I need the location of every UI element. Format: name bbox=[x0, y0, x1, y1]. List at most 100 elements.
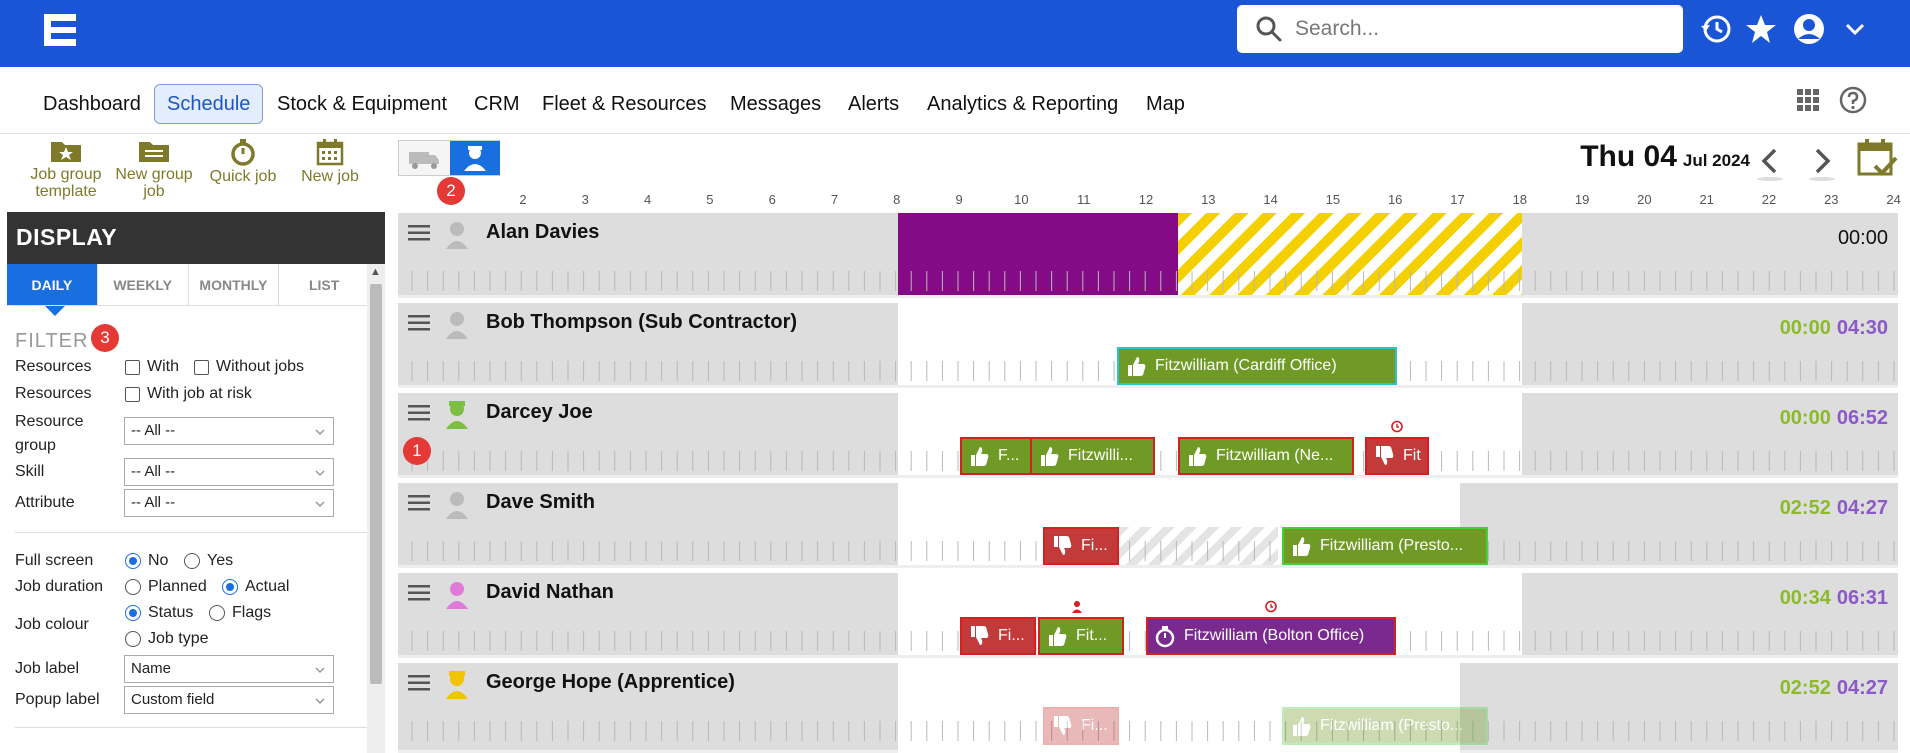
menu-icon[interactable] bbox=[408, 673, 430, 693]
sidebar-scrollbar[interactable]: ▲ bbox=[367, 264, 385, 753]
with-job-at-risk-checkbox-box[interactable] bbox=[125, 386, 140, 402]
nav-fleet-resources[interactable]: Fleet & Resources bbox=[542, 93, 707, 115]
app-logo[interactable] bbox=[42, 12, 78, 48]
planned-radio-circle[interactable] bbox=[125, 579, 141, 595]
star-icon[interactable] bbox=[1744, 12, 1778, 46]
job-colour-job-type-radio[interactable]: Job type bbox=[125, 630, 208, 648]
apps-grid-icon[interactable] bbox=[1793, 85, 1823, 115]
chevron-down-icon[interactable] bbox=[1838, 12, 1872, 46]
tab-list[interactable]: LIST bbox=[279, 264, 370, 305]
menu-icon[interactable] bbox=[408, 403, 430, 423]
hour-label: 13 bbox=[1201, 192, 1216, 207]
hour-label: 14 bbox=[1263, 192, 1278, 207]
job-duration-planned-radio[interactable]: Planned bbox=[125, 578, 207, 596]
hour-label: 3 bbox=[581, 192, 589, 207]
tab-daily[interactable]: DAILY bbox=[7, 264, 98, 305]
resource-name: Darcey Joe bbox=[486, 401, 593, 423]
calendar-check-icon[interactable] bbox=[1855, 136, 1899, 182]
resource-totals: 02:52 04:27 bbox=[1780, 497, 1888, 520]
with-checkbox[interactable]: With bbox=[125, 358, 179, 376]
nav-crm[interactable]: CRM bbox=[474, 93, 520, 115]
job-block[interactable]: Fitzwilliam (Bolton Office) bbox=[1146, 617, 1396, 655]
with-job-at-risk-checkbox[interactable]: With job at risk bbox=[125, 385, 252, 403]
nav-analytics-reporting[interactable]: Analytics & Reporting bbox=[927, 93, 1119, 115]
job-block[interactable]: F... bbox=[960, 437, 1032, 475]
with-job-at-risk-label: With job at risk bbox=[147, 385, 252, 402]
job-block[interactable]: Fit bbox=[1365, 437, 1429, 475]
without-jobs-checkbox-box[interactable] bbox=[194, 359, 209, 375]
holiday-block[interactable] bbox=[1178, 213, 1522, 295]
nav-dashboard[interactable]: Dashboard bbox=[43, 93, 141, 115]
nav-map[interactable]: Map bbox=[1146, 93, 1185, 115]
scroll-up-icon[interactable]: ▲ bbox=[370, 266, 381, 278]
flags-radio-circle[interactable] bbox=[209, 605, 225, 621]
menu-icon[interactable] bbox=[408, 223, 430, 243]
full-screen-no-radio[interactable]: No bbox=[125, 552, 168, 570]
with-checkbox-box[interactable] bbox=[125, 359, 140, 375]
search-box[interactable] bbox=[1237, 5, 1683, 53]
full-screen-no-radio-circle[interactable] bbox=[125, 553, 141, 569]
quick-job-button[interactable]: Quick job bbox=[205, 138, 281, 185]
resource-group-value: -- All -- bbox=[131, 422, 176, 439]
job-block[interactable]: Fitzwilliam (Presto... bbox=[1282, 707, 1488, 745]
resource-name: Alan Davies bbox=[486, 221, 600, 243]
without-jobs-checkbox[interactable]: Without jobs bbox=[194, 358, 304, 376]
job-colour-status-radio[interactable]: Status bbox=[125, 604, 193, 622]
hour-label: 4 bbox=[643, 192, 652, 207]
status-radio-circle[interactable] bbox=[125, 605, 141, 621]
nav-stock-equipment[interactable]: Stock & Equipment bbox=[277, 93, 448, 115]
skill-select[interactable]: -- All -- bbox=[124, 458, 334, 486]
job-duration-actual-radio[interactable]: Actual bbox=[222, 578, 289, 596]
vehicle-view-icon[interactable] bbox=[399, 141, 449, 175]
job-block[interactable]: Fitzwilli... bbox=[1030, 437, 1155, 475]
resource-row: Dave Smith Fi... Fitzwilliam (Presto... … bbox=[398, 483, 1898, 568]
new-group-job-button[interactable]: New group job bbox=[111, 138, 197, 200]
job-block[interactable]: Fitzwilliam (Presto... bbox=[1282, 527, 1488, 565]
job-group-template-button[interactable]: Job group template bbox=[26, 138, 106, 200]
menu-icon[interactable] bbox=[408, 493, 430, 513]
person-view-icon[interactable] bbox=[450, 141, 500, 175]
job-block[interactable]: Fitzwilliam (Ne... bbox=[1178, 437, 1354, 475]
nav-messages[interactable]: Messages bbox=[730, 93, 822, 115]
new-job-button[interactable]: New job bbox=[292, 138, 368, 185]
tab-weekly[interactable]: WEEKLY bbox=[98, 264, 189, 305]
thumbs-up-icon bbox=[1293, 537, 1311, 556]
job-type-radio-circle[interactable] bbox=[125, 631, 141, 647]
total-time-a: 02:52 bbox=[1779, 497, 1831, 519]
job-block[interactable]: Fit... bbox=[1038, 617, 1124, 655]
person-yellow-icon bbox=[446, 671, 468, 699]
menu-icon[interactable] bbox=[408, 313, 430, 333]
job-block[interactable]: Fi... bbox=[1043, 707, 1119, 745]
nav-schedule[interactable]: Schedule bbox=[154, 84, 264, 124]
full-screen-yes-radio[interactable]: Yes bbox=[184, 552, 233, 570]
attribute-select[interactable]: -- All -- bbox=[124, 489, 334, 517]
history-icon[interactable] bbox=[1699, 12, 1733, 46]
thumbs-up-icon bbox=[1189, 447, 1207, 466]
job-block[interactable]: Fi... bbox=[1043, 527, 1119, 565]
tab-monthly[interactable]: MONTHLY bbox=[189, 264, 280, 305]
total-time-b: 04:27 bbox=[1836, 497, 1888, 519]
top-bar bbox=[0, 0, 1910, 67]
unavailable-block[interactable] bbox=[898, 213, 1178, 295]
job-label-select[interactable]: Name bbox=[124, 655, 334, 683]
resource-group-select[interactable]: -- All -- bbox=[124, 417, 334, 445]
job-block[interactable]: Fi... bbox=[960, 617, 1036, 655]
resource-totals: 02:52 04:27 bbox=[1780, 677, 1888, 700]
menu-icon[interactable] bbox=[408, 583, 430, 603]
scrollbar-thumb[interactable] bbox=[370, 284, 382, 684]
nav-alerts[interactable]: Alerts bbox=[848, 93, 900, 115]
next-day-icon[interactable] bbox=[1805, 142, 1839, 182]
hour-label: 21 bbox=[1699, 192, 1714, 207]
help-icon[interactable] bbox=[1838, 85, 1868, 115]
popup-label-select[interactable]: Custom field bbox=[124, 686, 334, 714]
travel-block[interactable] bbox=[1118, 527, 1278, 565]
full-screen-yes-radio-circle[interactable] bbox=[184, 553, 200, 569]
with-label: With bbox=[147, 358, 179, 375]
actual-radio-circle[interactable] bbox=[222, 579, 238, 595]
search-input[interactable] bbox=[1295, 17, 1655, 41]
job-colour-flags-radio[interactable]: Flags bbox=[209, 604, 271, 622]
hour-label: 16 bbox=[1387, 192, 1403, 207]
job-block[interactable]: Fitzwilliam (Cardiff Office) bbox=[1117, 347, 1397, 385]
user-account-icon[interactable] bbox=[1792, 12, 1826, 46]
previous-day-icon[interactable] bbox=[1753, 142, 1787, 182]
